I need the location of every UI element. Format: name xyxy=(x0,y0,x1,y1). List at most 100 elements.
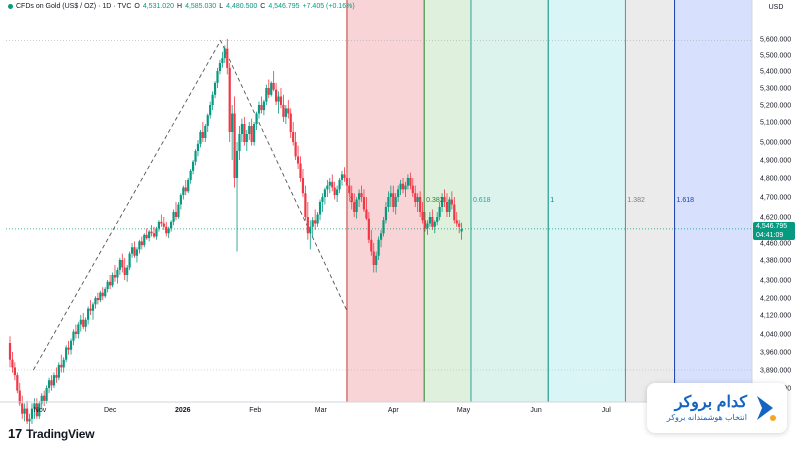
candle-body xyxy=(33,403,36,409)
candle-body xyxy=(145,234,148,239)
close-label: C xyxy=(260,3,266,10)
candle-body xyxy=(179,195,182,205)
candle-body xyxy=(204,126,207,138)
candle-body xyxy=(174,212,178,217)
candle-body xyxy=(213,82,217,95)
candle-body xyxy=(458,223,461,227)
candle-body xyxy=(277,96,280,102)
time-tick-label: Dec xyxy=(104,407,117,414)
candle-body xyxy=(375,255,378,265)
candle-body xyxy=(250,126,253,142)
candle-body xyxy=(194,151,197,162)
candle-body xyxy=(111,275,114,286)
current-price-tag: 4,546.795 04:41:09 xyxy=(753,222,795,240)
candle-body xyxy=(411,185,414,194)
tradingview-logo[interactable]: 17 TradingView xyxy=(8,426,95,441)
candle-body xyxy=(116,270,119,278)
candle-body xyxy=(450,199,453,205)
time-tick-label: May xyxy=(457,407,471,414)
candle-body xyxy=(79,319,82,325)
price-tick-label: 4,040.000 xyxy=(760,332,791,339)
currency-selector[interactable]: USD xyxy=(768,4,784,11)
status-dot-icon xyxy=(8,4,13,9)
candle-body xyxy=(62,359,65,368)
price-tick-label: 5,600.000 xyxy=(760,37,791,44)
fib-time-zones xyxy=(346,0,755,402)
candle-body xyxy=(440,197,444,207)
fib-zone-5 xyxy=(674,0,752,402)
candle-body xyxy=(233,113,236,178)
candle-body xyxy=(152,233,156,237)
brand-name: کدام بروکر xyxy=(674,394,747,411)
candle-body xyxy=(160,221,163,224)
candle-body xyxy=(426,223,429,229)
candle-body xyxy=(201,132,204,138)
price-tick-label: 4,620.000 xyxy=(760,215,791,222)
candle-body xyxy=(89,308,92,311)
candle-body xyxy=(16,375,19,391)
time-tick-label: Apr xyxy=(388,407,400,414)
high-label: H xyxy=(177,3,183,10)
price-tick-label: 4,900.000 xyxy=(760,158,791,165)
candle-body xyxy=(196,143,200,151)
candle-body xyxy=(57,364,60,378)
candle-body xyxy=(370,239,373,252)
candle-body xyxy=(143,234,146,246)
symbol-legend[interactable]: CFDs on Gold (US$ / OZ) · 1D · TVC O 4,53… xyxy=(8,3,355,10)
candle-body xyxy=(377,239,380,256)
candle-body xyxy=(211,94,214,105)
candle-body xyxy=(101,292,104,297)
candle-body xyxy=(299,163,302,178)
candle-body xyxy=(416,197,419,202)
candle-body xyxy=(104,289,107,297)
price-tick-label: 5,500.000 xyxy=(760,53,791,60)
candle-body xyxy=(394,197,397,207)
candle-body xyxy=(238,134,241,151)
candle-body xyxy=(182,187,185,196)
price-tick-label: 5,200.000 xyxy=(760,103,791,110)
candle-body xyxy=(130,247,134,254)
tradingview-logo-icon: 17 xyxy=(8,426,23,441)
candle-body xyxy=(243,124,246,142)
candle-body xyxy=(436,217,439,222)
fib-zone-0 xyxy=(346,0,425,402)
candle-body xyxy=(404,185,407,190)
candle-body xyxy=(47,380,51,388)
candle-body xyxy=(126,267,129,275)
price-tick-label: 5,400.000 xyxy=(760,69,791,76)
candle-body xyxy=(40,395,43,404)
candle-body xyxy=(226,48,229,68)
candle-body xyxy=(118,260,121,270)
candle-body xyxy=(55,375,58,378)
candle-body xyxy=(191,161,195,171)
candle-body xyxy=(338,179,341,190)
candle-body xyxy=(38,403,41,417)
candle-body xyxy=(321,197,324,202)
low-value: 4,480.500 xyxy=(226,3,258,10)
candle-body xyxy=(18,390,21,404)
candle-body xyxy=(43,395,46,401)
candle-body xyxy=(279,96,283,105)
symbol-title[interactable]: CFDs on Gold (US$ / OZ) · 1D · TVC xyxy=(16,3,132,10)
fib-zone-label-4: 1.382 xyxy=(627,197,645,204)
candle-body xyxy=(177,204,180,217)
candle-body xyxy=(172,212,175,222)
candle-body xyxy=(311,220,314,227)
candle-body xyxy=(353,202,356,212)
candle-body xyxy=(389,193,392,197)
candle-body xyxy=(365,209,368,219)
candle-body xyxy=(360,193,363,197)
brand-watermark: کدام بروکر انتخاب هوشمندانه بروکر xyxy=(647,383,787,433)
price-tick-label: 5,300.000 xyxy=(760,86,791,93)
candle-body xyxy=(255,113,258,124)
candle-body xyxy=(336,189,339,196)
price-tick-label: 5,000.000 xyxy=(760,140,791,147)
candle-body xyxy=(357,193,361,200)
fib-pivot-polyline xyxy=(33,39,348,371)
candle-body xyxy=(248,126,251,134)
candle-body xyxy=(270,82,273,95)
candle-body xyxy=(113,275,117,278)
candle-body xyxy=(253,124,256,142)
candle-body xyxy=(343,174,346,178)
fib-zone-1 xyxy=(424,0,471,402)
